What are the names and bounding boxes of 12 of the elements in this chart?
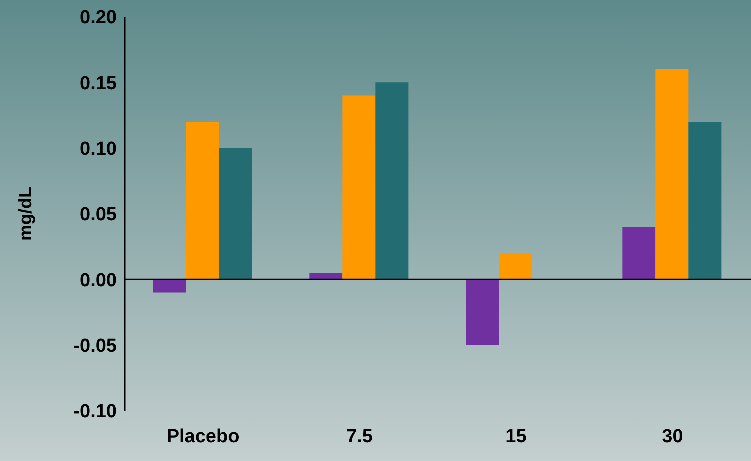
y-tick-label: -0.10 — [74, 402, 117, 423]
x-tick-label: 7.5 — [346, 426, 374, 448]
y-tick-label: 0.10 — [80, 139, 117, 160]
y-tick-label: -0.05 — [74, 336, 118, 358]
y-tick-label: 0.00 — [80, 270, 117, 292]
x-tick-label: 30 — [662, 426, 684, 448]
y-axis-title: mg/dL — [15, 187, 36, 241]
y-tick-label: 0.05 — [80, 204, 118, 226]
x-tick-label: 15 — [506, 426, 528, 448]
x-tick-label: Placebo — [166, 426, 240, 448]
y-tick-label: 0.20 — [80, 8, 117, 29]
y-tick-label: 0.15 — [80, 73, 118, 94]
